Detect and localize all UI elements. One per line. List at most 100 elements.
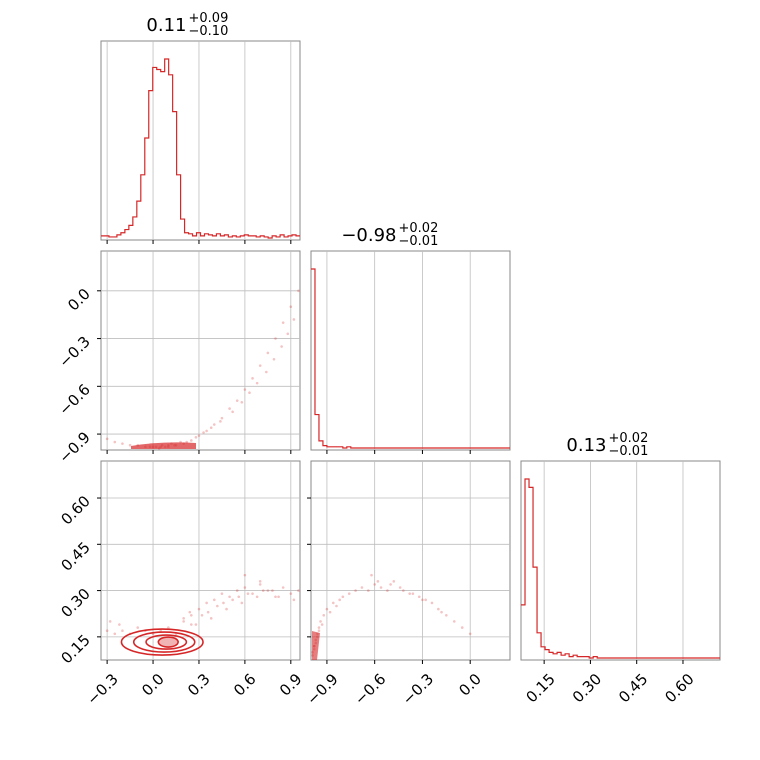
scatter-point [347,592,351,595]
tick-label: 0.30 [57,585,93,621]
scatter-point [280,345,283,348]
scatter-point [468,632,472,636]
scatter-point [231,410,234,414]
panel-frame [100,250,301,451]
scatter-point [445,613,448,617]
density-contour [132,631,196,653]
scatter-point [274,595,277,599]
scatter-point [274,337,277,340]
scatter-point [265,370,268,374]
histogram-title-minus: −0.10 [189,24,229,39]
scatter-point [136,626,140,629]
scatter-point [460,626,464,629]
scatter-point [190,613,193,617]
scatter-point [297,289,300,293]
scatter-point [292,598,296,602]
scatter-point [105,629,109,632]
histogram-title-minus: −0.01 [399,234,439,249]
scatter-point [108,620,112,623]
scatter-point [411,592,415,595]
panel-frame [310,460,511,661]
histogram-title-value: 0.11 [146,15,186,36]
tick-label: 0.60 [661,670,697,706]
scatter-point [376,580,380,583]
scatter-point [261,589,265,592]
scatter-point [331,601,335,605]
scatter-point [237,595,241,599]
scatter-point [194,623,198,626]
histogram-title-minus: −0.01 [609,444,649,459]
scatter-point [272,357,276,361]
tick-label: 0.15 [57,631,93,667]
density-contour [145,634,188,650]
scatter-point [235,589,239,592]
scatter-point [286,332,290,336]
panel-frame [520,460,721,661]
scatter-point [281,321,285,324]
tick-label: 0.6 [230,670,260,700]
tick-label: −0.9 [55,428,93,466]
scatter-point [379,586,383,589]
scatter-point [113,440,117,444]
scatter-point [216,604,219,608]
scatter-point [212,423,216,426]
scatter-point [255,595,259,599]
scatter-point [373,583,376,586]
scatter-point [398,586,402,589]
scatter-point [281,586,285,589]
scatter-point [243,586,247,589]
scatter-point [389,583,392,586]
scatter-point [319,620,322,623]
scatter-point [235,399,239,402]
histogram-title-plus: +0.09 [189,11,229,26]
scatter-point [402,589,405,592]
scatter-point [258,580,262,583]
tick-label: 0.60 [57,492,93,528]
scatter-point [251,592,254,595]
scatter-point [292,318,296,321]
tick-label: −0.6 [55,380,93,418]
scatter-point [277,595,280,599]
histogram-panel-1: −0.98 +0.02−0.01 [310,221,511,454]
density-contour [157,636,179,648]
scatter-point [266,351,270,355]
scatter-point [219,420,222,423]
scatter-point [354,589,357,592]
scatter-point [121,442,124,445]
scatter-point [209,426,213,430]
histogram-panel-2: 0.13 +0.02−0.01 [520,431,721,664]
scatter-point [190,439,193,442]
histogram-title-value: −0.98 [341,225,396,246]
scatter-point [328,610,332,614]
scatter-point [128,443,132,447]
scatter-point [182,620,185,623]
tick-label: −0.3 [83,670,121,708]
histogram-title-plus: +0.02 [399,221,439,236]
histogram-step-line [101,58,300,239]
panel-frame [100,40,301,241]
scatter-panel-x0-x1 [97,250,301,454]
scatter-point [255,381,259,385]
scatter-point [289,305,293,309]
scatter-point [386,589,389,592]
scatter-point [248,391,251,394]
scatter-point [421,598,424,602]
scatter-point [205,601,208,605]
tick-label: 0.0 [64,285,94,315]
scatter-point [182,617,185,620]
scatter-point [246,592,250,595]
scatter-panel-x1-x2 [307,460,511,664]
scatter-point [167,626,170,629]
density-band [131,442,196,449]
scatter-point [202,431,205,434]
density-band [312,631,320,660]
scatter-point [341,595,345,599]
panel-frame [100,460,301,661]
scatter-point [240,601,244,605]
histogram-step-line [521,478,720,659]
scatter-point [322,613,326,617]
scatter-point [243,388,247,391]
scatter-point [408,592,412,595]
scatter-point [320,623,324,626]
scatter-point [289,592,293,595]
